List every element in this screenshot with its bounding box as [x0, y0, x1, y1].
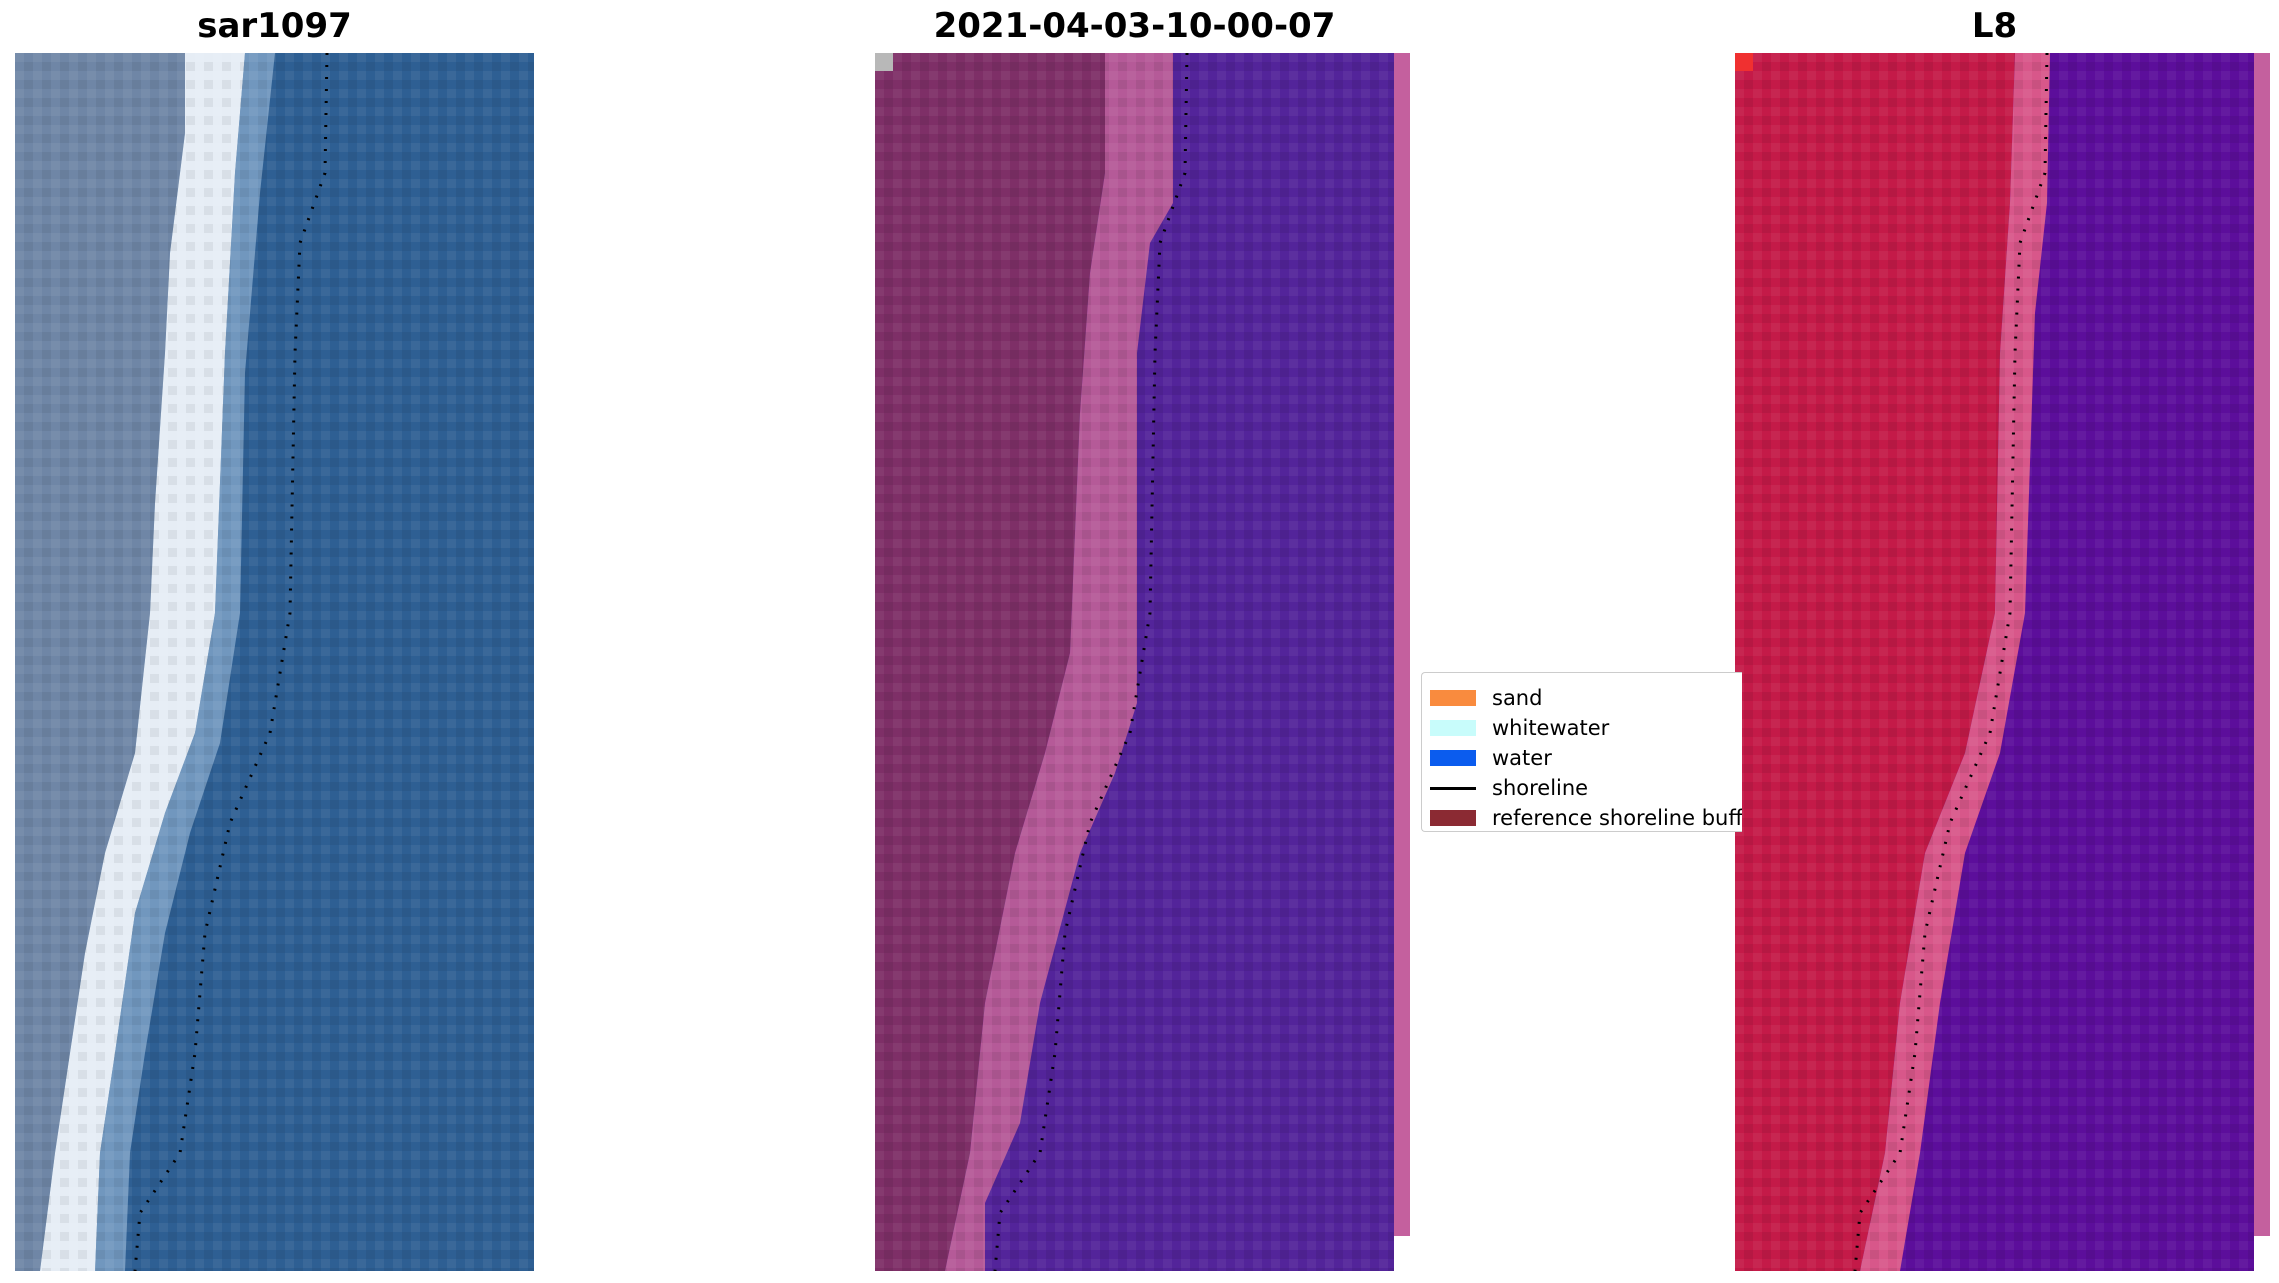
- rgb-image: [15, 53, 534, 1271]
- panel-title-l8: L8: [1971, 6, 2018, 46]
- shoreline-swatch: [1430, 786, 1476, 790]
- legend-label-sand: sand: [1492, 686, 1543, 710]
- panel-title-date: 2021-04-03-10-00-07: [933, 6, 1336, 46]
- right-shoreline: [1853, 53, 2049, 1271]
- legend-label-whitewater: whitewater: [1492, 716, 1610, 740]
- legend-item-shoreline: shoreline: [1430, 773, 1588, 803]
- whitewater-swatch: [1430, 720, 1476, 736]
- sand-swatch: [1430, 690, 1476, 706]
- right-edge-strip: [2254, 53, 2270, 1236]
- legend-item-sand: sand: [1430, 683, 1542, 713]
- legend: sand whitewater water shoreline referenc…: [1421, 672, 1742, 832]
- legend-item-reference-buffer: reference shoreline buffer: [1430, 803, 1742, 831]
- legend-label-shoreline: shoreline: [1492, 776, 1589, 800]
- classified-image: [875, 53, 1410, 1271]
- rgb-shoreline: [133, 53, 329, 1271]
- reference-buffer-swatch: [1430, 810, 1476, 826]
- legend-label-reference-buffer: reference shoreline buffer: [1492, 806, 1742, 830]
- classified-image-panel: [875, 53, 1410, 1271]
- legend-item-water: water: [1430, 743, 1552, 773]
- mid-shoreline: [993, 53, 1189, 1271]
- water-swatch: [1430, 750, 1476, 766]
- panel-title-sar1097: sar1097: [197, 6, 352, 46]
- mid-right-edge-strip: [1394, 53, 1410, 1236]
- legend-label-water: water: [1492, 746, 1552, 770]
- legend-item-whitewater: whitewater: [1430, 713, 1609, 743]
- rgb-image-panel: [15, 53, 534, 1271]
- l8-image: [1735, 53, 2270, 1271]
- l8-image-panel: [1735, 53, 2270, 1271]
